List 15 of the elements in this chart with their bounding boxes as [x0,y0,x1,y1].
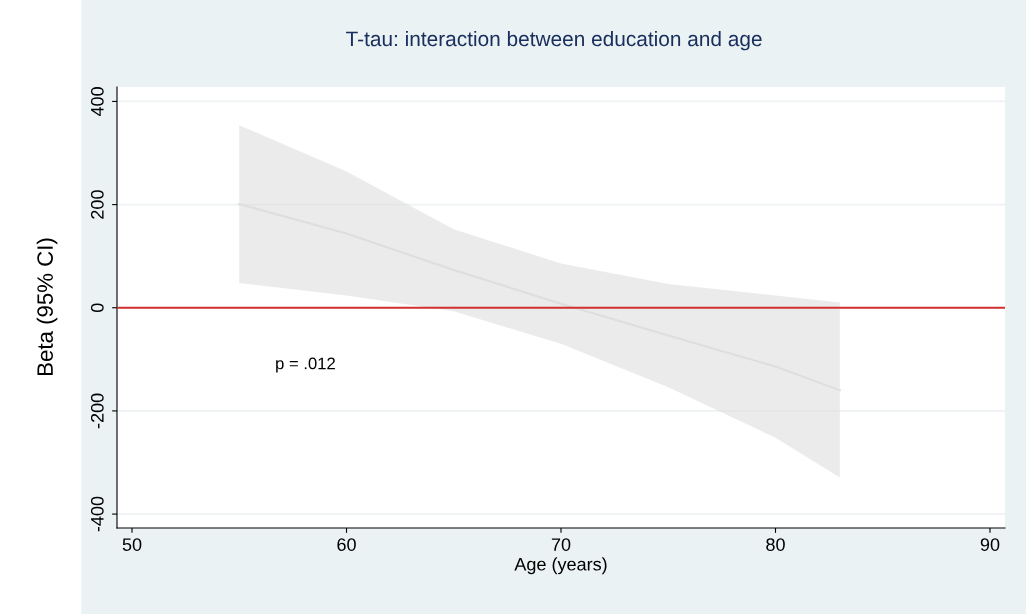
line-series [238,203,841,392]
annotation: p = .012 [276,357,335,373]
y-tick-label: 200 [90,190,104,219]
x-tick-label: 80 [766,538,785,551]
y-axis-title: Beta (95% CI) [36,238,58,375]
y-tick-label: -200 [90,393,104,429]
y-tick-label: 400 [90,87,104,117]
chart-title: T-tau: interaction between education and age [346,30,762,51]
x-tick-label: 90 [980,538,1000,551]
x-tick-label: 60 [337,538,356,551]
x-tick-label: 50 [122,538,142,551]
x-axis-title: Age (years) [514,557,607,575]
x-tick-label: 70 [551,538,571,551]
y-tick-label: 0 [90,303,104,313]
y-tick-label: -400 [90,496,104,532]
